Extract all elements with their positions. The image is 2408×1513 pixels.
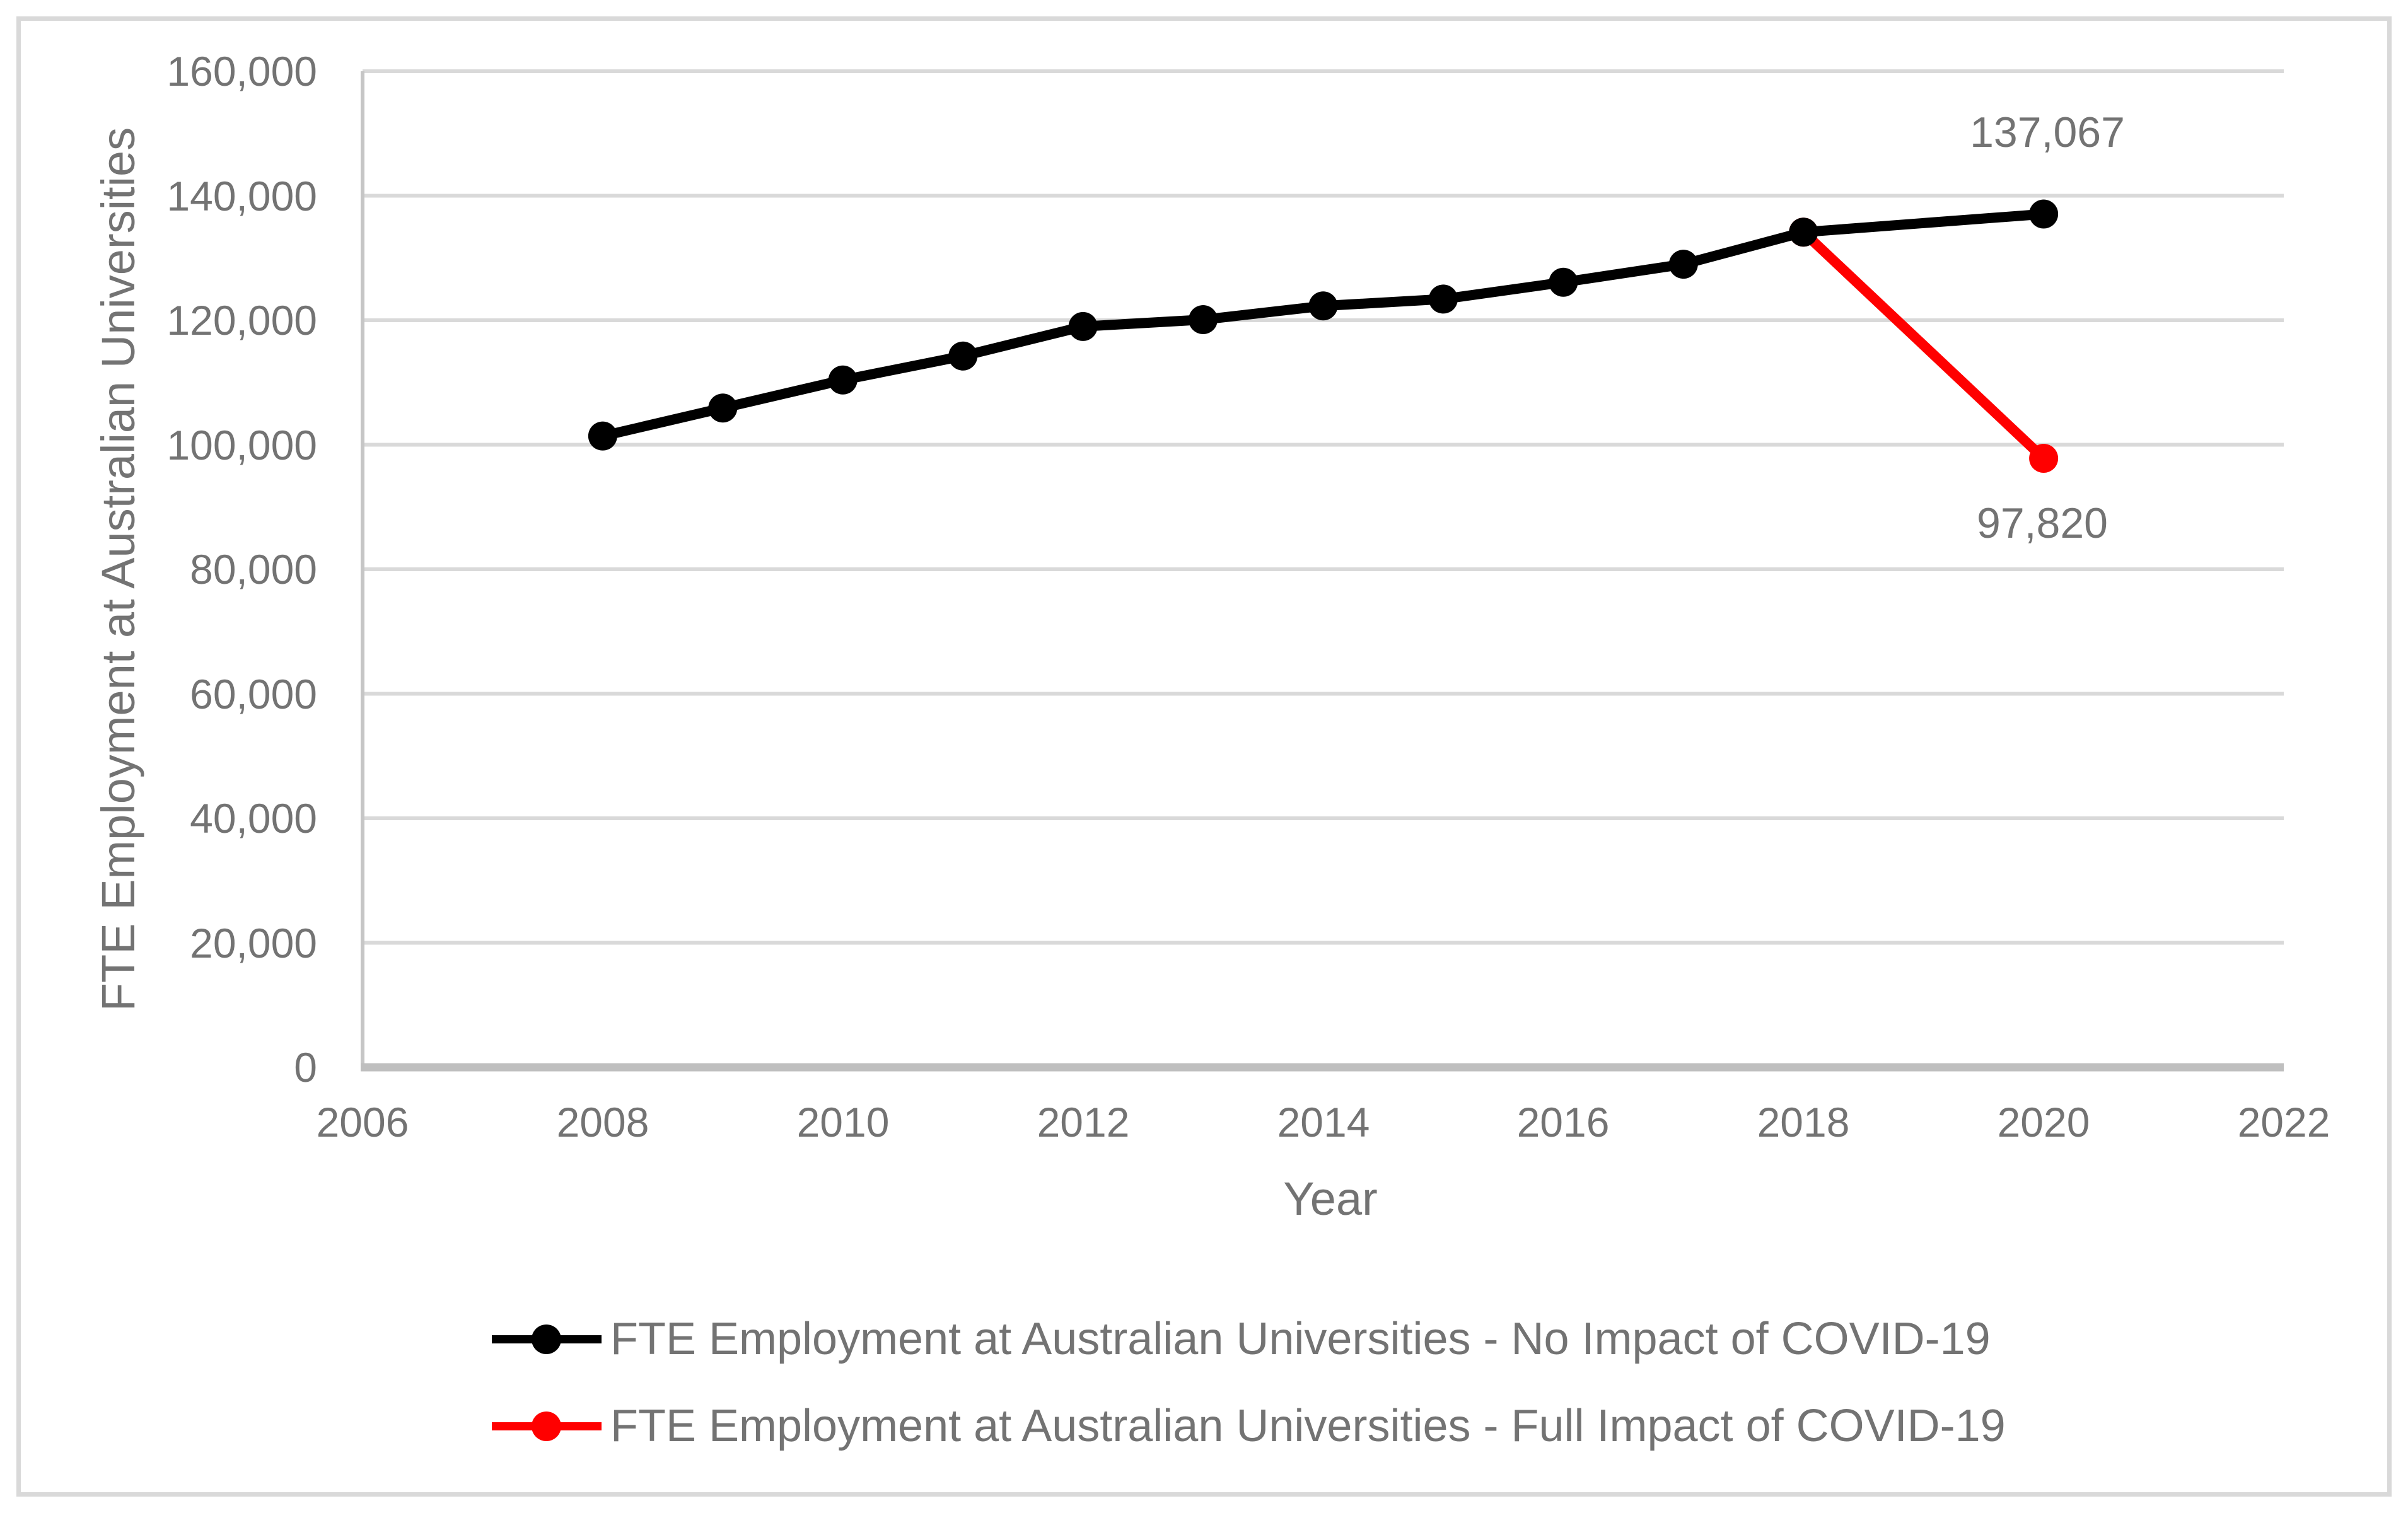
y-tick-label-100000: 100,000 bbox=[166, 422, 317, 468]
y-tick-label-40000: 40,000 bbox=[190, 795, 317, 842]
legend-marker-red-line-dot-icon bbox=[492, 1398, 602, 1454]
y-tick-label-80000: 80,000 bbox=[190, 546, 317, 593]
x-tick-label-2022: 2022 bbox=[2237, 1099, 2330, 1145]
data-point-no-impact-2017 bbox=[1668, 250, 1698, 279]
data-point-no-impact-2016 bbox=[1549, 267, 1578, 297]
legend-item-no-impact: FTE Employment at Australian Universitie… bbox=[492, 1311, 2006, 1367]
data-point-no-impact-2015 bbox=[1428, 284, 1458, 314]
data-point-no-impact-2014 bbox=[1308, 291, 1338, 321]
series-line-full-impact bbox=[1798, 227, 2049, 464]
y-tick-label-0: 0 bbox=[294, 1044, 317, 1091]
legend-marker-black-line-dot-icon bbox=[492, 1311, 602, 1367]
data-point-no-impact-2020 bbox=[2029, 199, 2059, 229]
data-point-no-impact-2010 bbox=[828, 365, 858, 395]
data-label-full-impact-2020: 97,820 bbox=[1977, 499, 2108, 547]
y-axis-title: FTE Employment at Australian Universitie… bbox=[92, 127, 144, 1012]
data-label-no-impact-2020: 137,067 bbox=[1970, 108, 2125, 156]
x-tick-label-2006: 2006 bbox=[316, 1099, 409, 1145]
x-tick-label-2020: 2020 bbox=[1997, 1099, 2090, 1145]
legend-label: FTE Employment at Australian Universitie… bbox=[610, 1401, 2006, 1451]
data-point-no-impact-2008 bbox=[588, 421, 617, 451]
data-point-no-impact-2011 bbox=[948, 341, 978, 371]
x-tick-label-2008: 2008 bbox=[556, 1099, 649, 1145]
data-point-no-impact-2009 bbox=[708, 393, 738, 423]
x-tick-label-2018: 2018 bbox=[1757, 1099, 1850, 1145]
y-tick-label-20000: 20,000 bbox=[190, 920, 317, 966]
y-tick-label-160000: 160,000 bbox=[166, 48, 317, 95]
data-point-no-impact-2012 bbox=[1068, 311, 1098, 341]
y-tick-label-140000: 140,000 bbox=[166, 173, 317, 219]
legend-label: FTE Employment at Australian Universitie… bbox=[610, 1314, 1991, 1364]
series-line-no-impact bbox=[597, 209, 2049, 441]
y-tick-label-60000: 60,000 bbox=[190, 671, 317, 717]
y-tick-label-120000: 120,000 bbox=[166, 297, 317, 344]
x-tick-label-2010: 2010 bbox=[796, 1099, 890, 1145]
x-tick-label-2012: 2012 bbox=[1037, 1099, 1130, 1145]
legend-dot-swatch bbox=[532, 1325, 561, 1354]
data-point-full-impact-2020 bbox=[2029, 444, 2059, 473]
legend: FTE Employment at Australian Universitie… bbox=[492, 1311, 2006, 1454]
legend-dot-swatch bbox=[532, 1412, 561, 1441]
data-point-no-impact-2013 bbox=[1189, 305, 1218, 335]
x-tick-label-2016: 2016 bbox=[1516, 1099, 1610, 1145]
legend-item-full-impact: FTE Employment at Australian Universitie… bbox=[492, 1398, 2006, 1454]
x-tick-label-2014: 2014 bbox=[1277, 1099, 1370, 1145]
data-point-no-impact-2018 bbox=[1789, 217, 1818, 247]
x-axis-title: Year bbox=[1283, 1173, 1378, 1225]
